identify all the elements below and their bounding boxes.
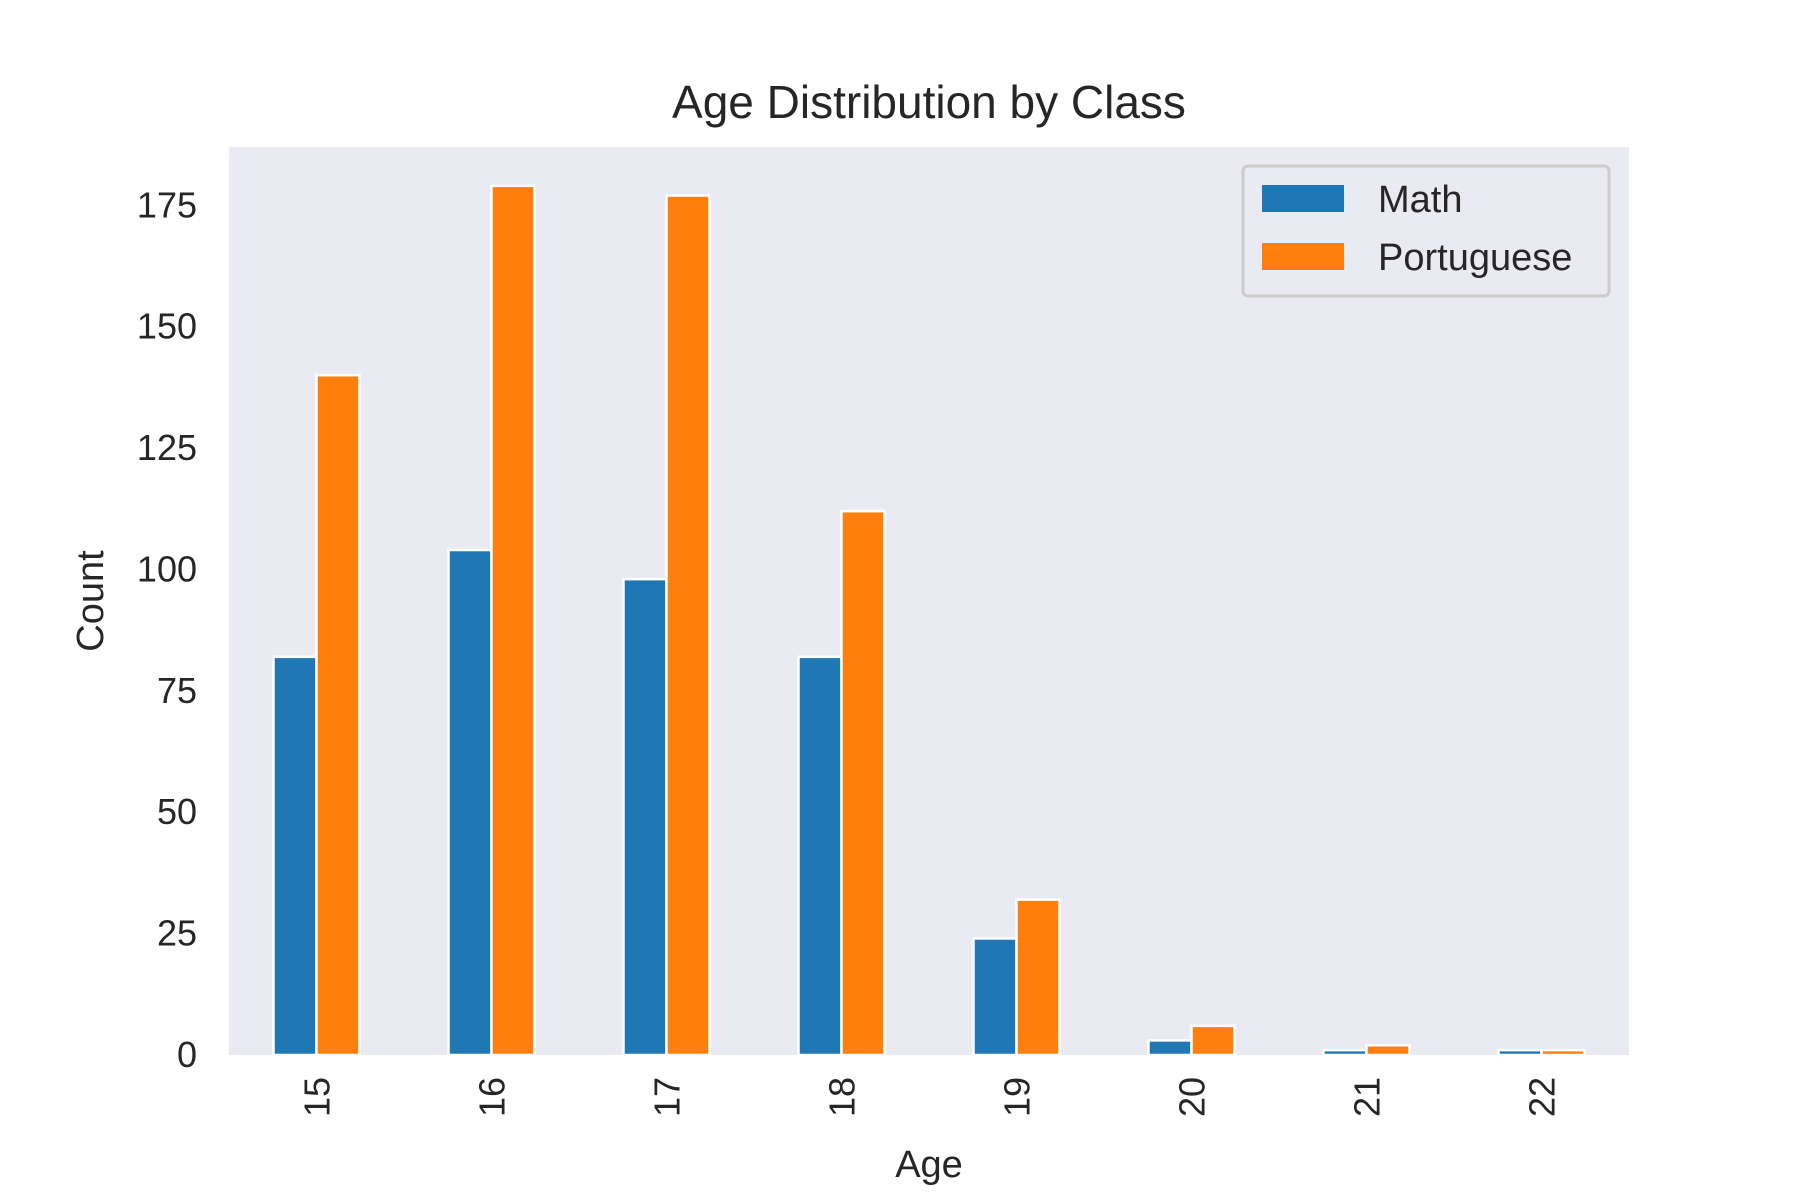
x-tick-label: 18 [822,1077,863,1117]
x-tick-label: 15 [297,1077,338,1117]
y-tick-label: 50 [157,791,197,832]
y-tick-label: 125 [137,427,197,468]
bar-portuguese-22 [1540,1048,1586,1057]
bar-portuguese-18 [840,509,886,1057]
y-tick-label: 150 [137,306,197,347]
y-tick-label: 100 [137,548,197,589]
bar-math-21 [1322,1048,1368,1057]
x-tick-label: 19 [997,1077,1038,1117]
bar-portuguese-16 [490,184,536,1057]
x-tick-label: 21 [1347,1077,1388,1117]
bar-portuguese-17 [665,194,711,1057]
x-tick-label: 22 [1522,1077,1563,1117]
legend-label-math: Math [1378,179,1462,221]
y-tick-label: 25 [157,913,197,954]
y-tick-label: 0 [177,1034,197,1075]
legend-swatch-math [1262,185,1344,212]
y-axis-title: Count [70,550,112,652]
x-tick-label: 20 [1172,1077,1213,1117]
bar-portuguese-15 [315,373,361,1057]
x-tick-label: 17 [647,1077,688,1117]
legend-swatch-portuguese [1262,243,1344,270]
y-tick-label: 175 [137,184,197,225]
bar-math-16 [447,548,493,1057]
bar-portuguese-19 [1015,898,1061,1057]
bar-math-19 [972,937,1018,1057]
chart-title: Age Distribution by Class [672,76,1186,128]
x-axis-title: Age [895,1144,963,1186]
bar-portuguese-20 [1190,1024,1236,1057]
bar-portuguese-21 [1365,1044,1411,1057]
x-axis-ticks: 15 16 17 18 19 20 21 22 [297,1077,1563,1117]
y-axis-ticks: 0 25 50 75 100 125 150 175 [137,184,197,1075]
bar-math-17 [622,577,668,1057]
bar-math-22 [1497,1048,1543,1057]
legend: Math Portuguese [1241,164,1611,298]
bars-group [272,184,1586,1057]
legend-label-portuguese: Portuguese [1378,237,1572,279]
bar-math-15 [272,655,318,1057]
x-tick-label: 16 [472,1077,513,1117]
bar-math-18 [797,655,843,1057]
y-tick-label: 75 [157,670,197,711]
bar-math-20 [1147,1039,1193,1057]
